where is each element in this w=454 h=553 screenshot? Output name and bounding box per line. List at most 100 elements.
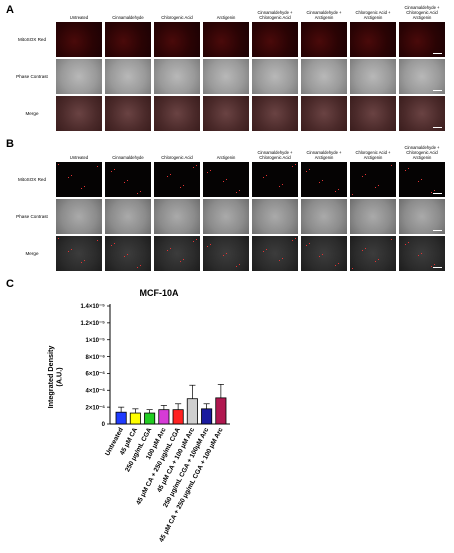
micrograph-image [252, 22, 298, 57]
panel-a-letter: A [6, 4, 14, 16]
fluorescent-speck [335, 191, 336, 192]
bar [216, 398, 226, 424]
fluorescent-speck [124, 256, 125, 257]
micrograph-image [56, 59, 102, 94]
fluorescent-speck [391, 239, 392, 240]
column-header: Untreated [56, 144, 102, 160]
fluorescent-speck [210, 244, 211, 245]
micrograph-image [154, 59, 200, 94]
micrograph-image [252, 96, 298, 131]
row-header: Merge [12, 111, 52, 116]
fluorescent-speck [378, 259, 379, 260]
y-tick-label: 0 [102, 422, 106, 428]
column-header: Cinnamaldehyde + Chlorogenic Acid Arctig… [399, 4, 445, 20]
micrograph-image [350, 22, 396, 57]
fluorescent-speck [431, 266, 432, 267]
fluorescent-speck [418, 255, 419, 256]
column-header: Arctigenin [203, 144, 249, 160]
fluorescent-speck [124, 182, 125, 183]
micrograph-image [154, 236, 200, 271]
column-header: Chlorogenic Acid [154, 144, 200, 160]
fluorescent-speck [114, 243, 115, 244]
bar-chart-svg: MCF-10A Integrated Density(A.U.) 0 2×10⁻⁶… [40, 282, 280, 548]
chart-c: MCF-10A Integrated Density(A.U.) 0 2×10⁻⁶… [40, 282, 280, 548]
fluorescent-speck [127, 180, 128, 181]
micrograph-image [350, 162, 396, 197]
bar [201, 409, 211, 424]
column-header: Cinnamaldehyde + Arctigenin [301, 4, 347, 20]
fluorescent-speck [391, 165, 392, 166]
fluorescent-speck [58, 164, 59, 165]
fluorescent-speck [335, 265, 336, 266]
fluorescent-speck [183, 185, 184, 186]
fluorescent-speck [71, 249, 72, 250]
micrograph-image [301, 59, 347, 94]
fluorescent-speck [111, 171, 112, 172]
fluorescent-speck [319, 256, 320, 257]
micrograph-image [301, 96, 347, 131]
micrograph-image [154, 162, 200, 197]
micrograph-image [56, 199, 102, 234]
fluorescent-speck [223, 181, 224, 182]
fluorescent-speck [196, 165, 197, 166]
fluorescent-speck [58, 238, 59, 239]
fluorescent-speck [180, 261, 181, 262]
fluorescent-speck [180, 187, 181, 188]
fluorescent-speck [226, 253, 227, 254]
fluorescent-speck [140, 191, 141, 192]
micrograph-image [252, 59, 298, 94]
fluorescent-speck [362, 176, 363, 177]
row-header: Phase Contrast [12, 74, 52, 79]
fluorescent-speck [137, 267, 138, 268]
fluorescent-speck [362, 250, 363, 251]
fluorescent-speck [111, 245, 112, 246]
micrograph-image [399, 236, 445, 271]
fluorescent-speck [170, 174, 171, 175]
column-header: Cinnamaldehyde [105, 144, 151, 160]
fluorescent-speck [97, 240, 98, 241]
micrograph-image [301, 22, 347, 57]
micrograph-image [350, 96, 396, 131]
fluorescent-speck [322, 180, 323, 181]
fluorescent-speck [431, 192, 432, 193]
micrograph-image [301, 199, 347, 234]
fluorescent-speck [418, 181, 419, 182]
row-header: MitoSOX Red [12, 177, 52, 182]
fluorescent-speck [434, 190, 435, 191]
scale-bar [433, 53, 442, 54]
fluorescent-speck [295, 238, 296, 239]
micrograph-image [399, 96, 445, 131]
fluorescent-speck [81, 262, 82, 263]
fluorescent-speck [408, 168, 409, 169]
bar [144, 413, 154, 424]
fluorescent-speck [434, 264, 435, 265]
fluorescent-speck [292, 166, 293, 167]
micrograph-image [105, 59, 151, 94]
column-header: Cinnamaldehyde [105, 4, 151, 20]
fluorescent-speck [352, 268, 353, 269]
fluorescent-speck [319, 182, 320, 183]
bar [173, 410, 183, 424]
y-tick-label: 8×10⁻⁶ [86, 355, 106, 361]
panel-b-letter: B [6, 138, 14, 150]
y-tick-label: 1.4×10⁻⁵ [80, 304, 105, 310]
bar [187, 399, 197, 424]
row-header: MitoSOX Red [12, 37, 52, 42]
fluorescent-speck [279, 186, 280, 187]
micrograph-image [399, 162, 445, 197]
fluorescent-speck [408, 242, 409, 243]
column-header: Cinnamaldehyde + Chlorogenic Acid [252, 4, 298, 20]
column-header: Chlorogenic Acid + Arctigenin [350, 4, 396, 20]
micrograph-image [350, 236, 396, 271]
fluorescent-speck [239, 190, 240, 191]
row-header: Phase Contrast [12, 214, 52, 219]
scale-bar [433, 193, 442, 194]
fluorescent-speck [239, 264, 240, 265]
micrograph-image [203, 59, 249, 94]
micrograph-image [203, 96, 249, 131]
micrograph-image [56, 96, 102, 131]
fluorescent-speck [196, 239, 197, 240]
fluorescent-speck [405, 244, 406, 245]
fluorescent-speck [223, 255, 224, 256]
micrograph-image [399, 22, 445, 57]
